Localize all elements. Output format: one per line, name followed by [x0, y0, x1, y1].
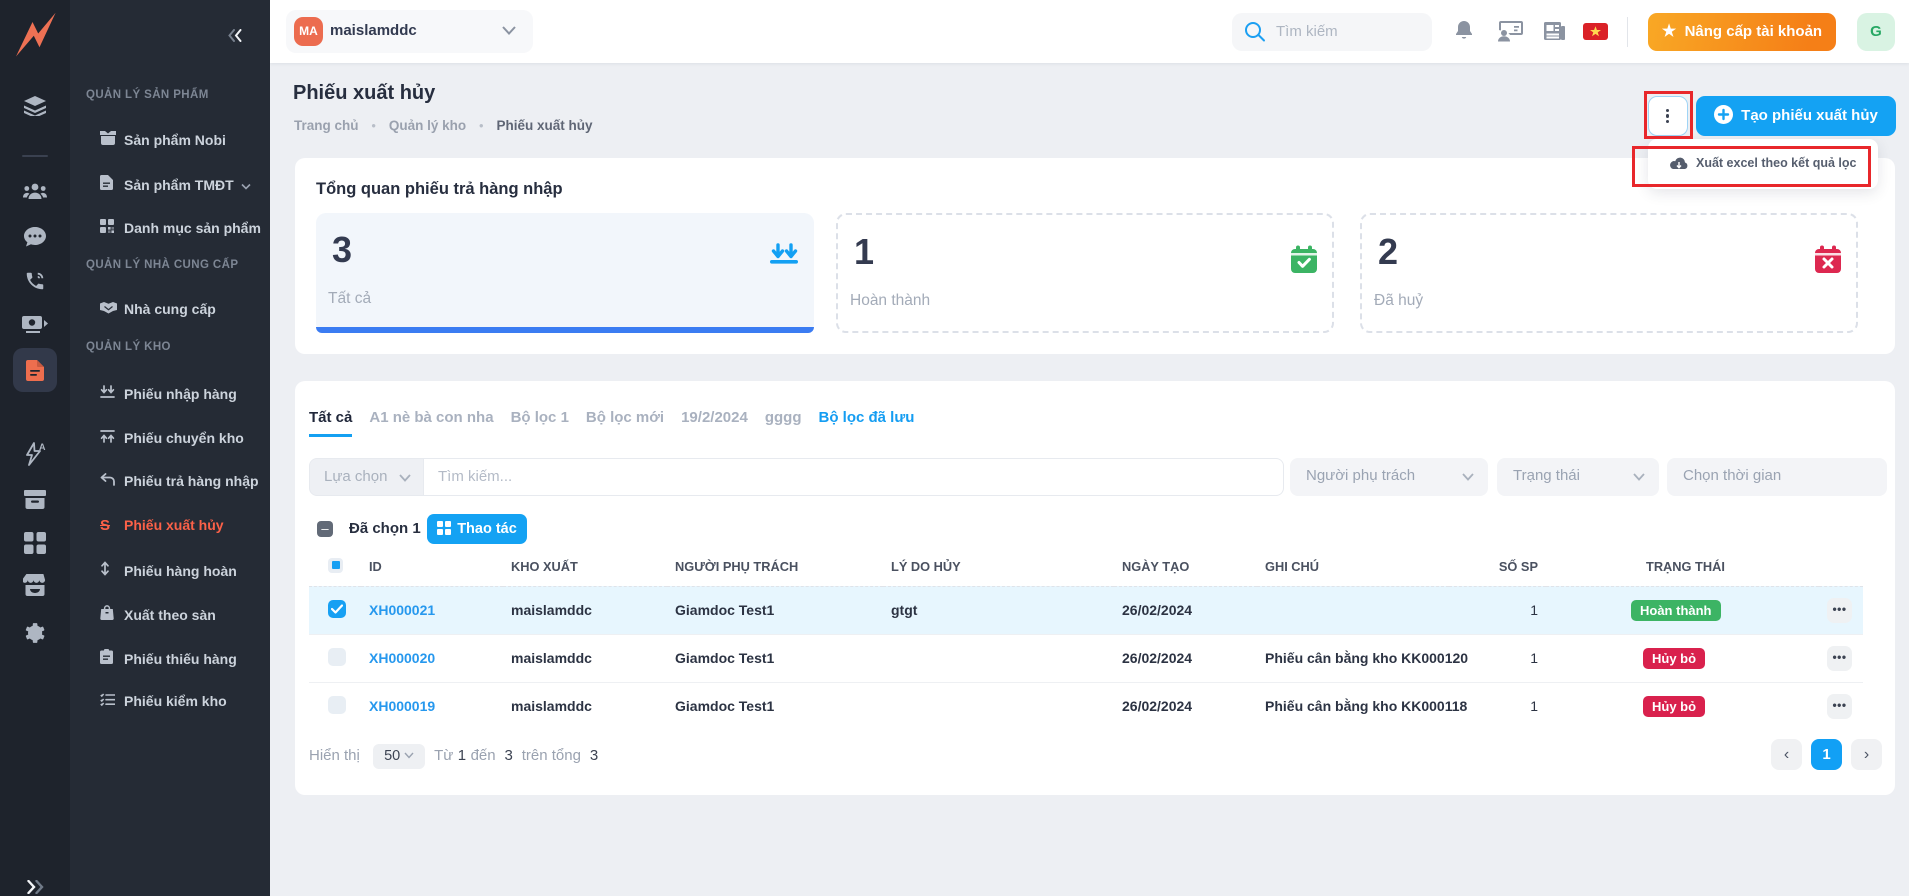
svg-text:A: A — [39, 442, 46, 452]
